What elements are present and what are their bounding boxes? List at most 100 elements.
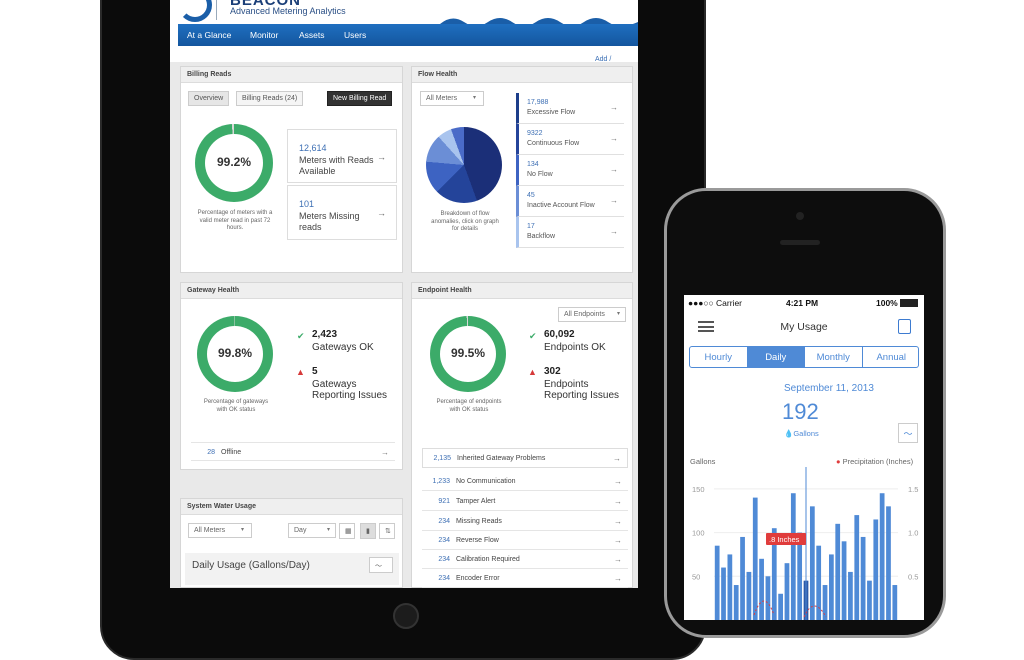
usage-bar <box>740 536 745 620</box>
flow-row[interactable]: 9322 Continuous Flow → <box>516 124 624 155</box>
flow-row[interactable]: 17 Backflow → <box>516 217 624 248</box>
warning-icon: ▲ <box>296 367 305 377</box>
water-usage-card: System Water Usage All Meters ▾ Day ▾ ▦ … <box>180 498 403 588</box>
row-label: Calibration Required <box>456 556 520 563</box>
flow-list: 17,988 Excessive Flow → 9322 Continuous Flo… <box>516 93 628 251</box>
row-label: Tamper Alert <box>456 498 496 505</box>
arrow-right-icon: → <box>614 477 622 486</box>
endpoint-list-row[interactable]: 234 Encoder Error → <box>422 569 628 588</box>
usage-bar <box>879 493 885 620</box>
precip-callout <box>766 533 806 545</box>
chevron-down-icon: ▾ <box>473 95 477 101</box>
tab-overview[interactable]: Overview <box>188 91 230 106</box>
calendar-icon[interactable] <box>898 319 911 334</box>
meters-missing-count: 101 <box>299 199 315 209</box>
flow-row[interactable]: 45 Inactive Account Flow → <box>516 186 624 217</box>
chevron-down-icon: ▾ <box>241 527 245 533</box>
flow-pie-chart[interactable] <box>426 127 502 203</box>
billing-percent: 99.2% <box>216 155 252 169</box>
arrow-right-icon: → <box>610 196 618 205</box>
meters-available-card[interactable]: 12,614 Meters with Reads Available → <box>287 129 397 183</box>
billing-caption: Percentage of meters with a valid meter … <box>197 210 273 231</box>
usage-bar <box>714 545 720 620</box>
usage-bar-chart[interactable]: 150 1.5 100 1.0 50 0.5 .8 Inches <box>684 467 924 620</box>
usage-bar <box>848 571 853 620</box>
arrow-right-icon: → <box>610 103 618 112</box>
flow-row[interactable]: 17,988 Excessive Flow → <box>516 93 624 124</box>
billing-reads-card: Billing Reads Overview Billing Reads (24… <box>180 66 403 273</box>
nav-at-a-glance[interactable]: At a Glance <box>187 30 232 40</box>
usage-bar <box>784 563 790 620</box>
usage-bar <box>822 585 828 620</box>
tab-annual[interactable]: Annual <box>876 352 907 363</box>
offline-row[interactable]: 28 Offline → <box>191 442 395 461</box>
precip-dot-icon: ● <box>836 457 841 466</box>
gateway-caption: Percentage of gateways with OK status <box>203 399 269 413</box>
endpoint-list-row[interactable]: 234 Reverse Flow → <box>422 531 628 550</box>
arrow-right-icon: → <box>614 574 622 583</box>
tab-billing-reads[interactable]: Billing Reads (24) <box>236 91 304 106</box>
usage-unit: 💧Gallons <box>784 429 819 438</box>
endpoint-list-row[interactable]: 234 Calibration Required → <box>422 550 628 569</box>
row-count: 1,233 <box>432 478 450 485</box>
tablet-home-button[interactable] <box>393 603 419 629</box>
water-period-select[interactable]: Day <box>288 523 336 538</box>
clock: 4:21 PM <box>786 298 819 308</box>
usage-bar <box>727 554 733 620</box>
selected-date: September 11, 2013 <box>784 383 874 394</box>
endpoint-list-row[interactable]: 2,135 Inherited Gateway Problems → <box>422 448 628 468</box>
endpoint-issue-count: 302 <box>544 366 561 377</box>
hamburger-icon[interactable] <box>698 321 714 332</box>
tab-daily[interactable]: Daily <box>747 347 805 367</box>
screen-title: My Usage <box>780 321 828 333</box>
logo-divider <box>216 0 217 20</box>
nav-monitor[interactable]: Monitor <box>250 30 279 40</box>
row-count: 234 <box>438 518 450 525</box>
arrow-right-icon: → <box>610 134 618 143</box>
arrow-right-icon: → <box>614 536 622 545</box>
warning-icon: ▲ <box>528 367 537 377</box>
meter-filter-select[interactable]: All Meters <box>420 91 484 106</box>
tab-hourly[interactable]: Hourly <box>690 347 748 367</box>
nav-assets[interactable]: Assets <box>299 30 325 40</box>
calendar-icon[interactable]: ▦ <box>339 523 355 539</box>
meters-available-count: 12,614 <box>299 143 327 153</box>
usage-bar <box>860 536 866 620</box>
usage-bar <box>752 497 758 620</box>
row-count: 234 <box>438 556 450 563</box>
gateway-issue-label: Gateways Reporting Issues <box>312 379 388 401</box>
endpoint-filter-select[interactable]: All Endpoints <box>558 307 626 322</box>
carrier-label: ●●●○○ Carrier <box>688 298 743 308</box>
endpoint-list-row[interactable]: 921 Tamper Alert → <box>422 492 628 511</box>
usage-bar <box>867 580 872 620</box>
arrow-right-icon: → <box>613 454 621 463</box>
endpoint-list-row[interactable]: 1,233 No Communication → <box>422 472 628 491</box>
trend-icon[interactable]: 〜 <box>369 557 393 573</box>
brand-tagline: Advanced Metering Analytics <box>230 6 346 16</box>
water-drop-icon: 💧 <box>784 429 794 438</box>
usage-bar <box>790 493 796 620</box>
flow-row[interactable]: 134 No Flow → <box>516 155 624 186</box>
gateway-percent: 99.8% <box>217 346 253 360</box>
new-billing-read-button[interactable]: New Billing Read <box>327 91 393 106</box>
endpoint-list-row[interactable]: 234 Missing Reads → <box>422 512 628 531</box>
row-count: 2,135 <box>433 455 451 462</box>
precipitation-label: Precipitation (Inches) <box>842 457 914 466</box>
tab-monthly[interactable]: Monthly <box>805 347 863 367</box>
arrow-right-icon: → <box>381 448 389 457</box>
nav-users[interactable]: Users <box>344 30 367 40</box>
gateways-ok-label: Gateways OK <box>312 342 374 353</box>
usage-bar <box>797 532 803 620</box>
battery-icon <box>900 299 918 307</box>
flow-count: 17 <box>527 223 535 230</box>
trend-icon[interactable]: 〜 <box>898 423 918 443</box>
meters-missing-card[interactable]: 101 Meters Missing reads → <box>287 185 397 240</box>
usage-bar <box>841 541 847 620</box>
sort-icon[interactable]: ⇅ <box>379 523 395 539</box>
usage-bar <box>733 585 739 620</box>
precipitation-legend: ● Precipitation (Inches) <box>836 457 913 466</box>
usage-bar <box>854 515 860 620</box>
usage-bar <box>816 545 822 620</box>
water-meter-filter[interactable]: All Meters <box>188 523 252 538</box>
bar-chart-icon[interactable]: ▮ <box>360 523 376 539</box>
